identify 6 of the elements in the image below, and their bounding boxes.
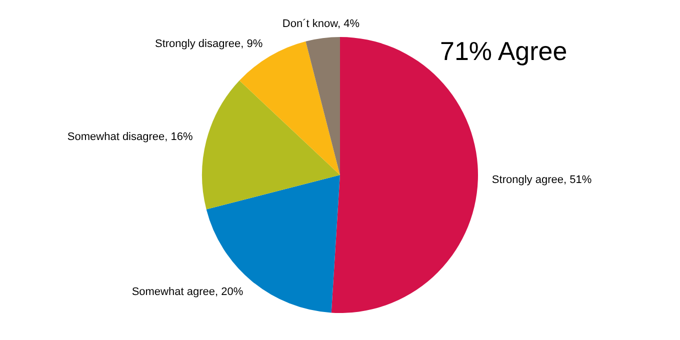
slice-label: Somewhat agree, 20% [132, 286, 244, 298]
text: 71% Agree [440, 36, 568, 67]
slice-label: Strongly disagree, 9% [155, 38, 263, 50]
slice-label: Somewhat disagree, 16% [67, 131, 193, 144]
slice-label: Don´t know, 4% [282, 18, 360, 30]
slice-label: Strongly agree, 51% [492, 174, 592, 186]
